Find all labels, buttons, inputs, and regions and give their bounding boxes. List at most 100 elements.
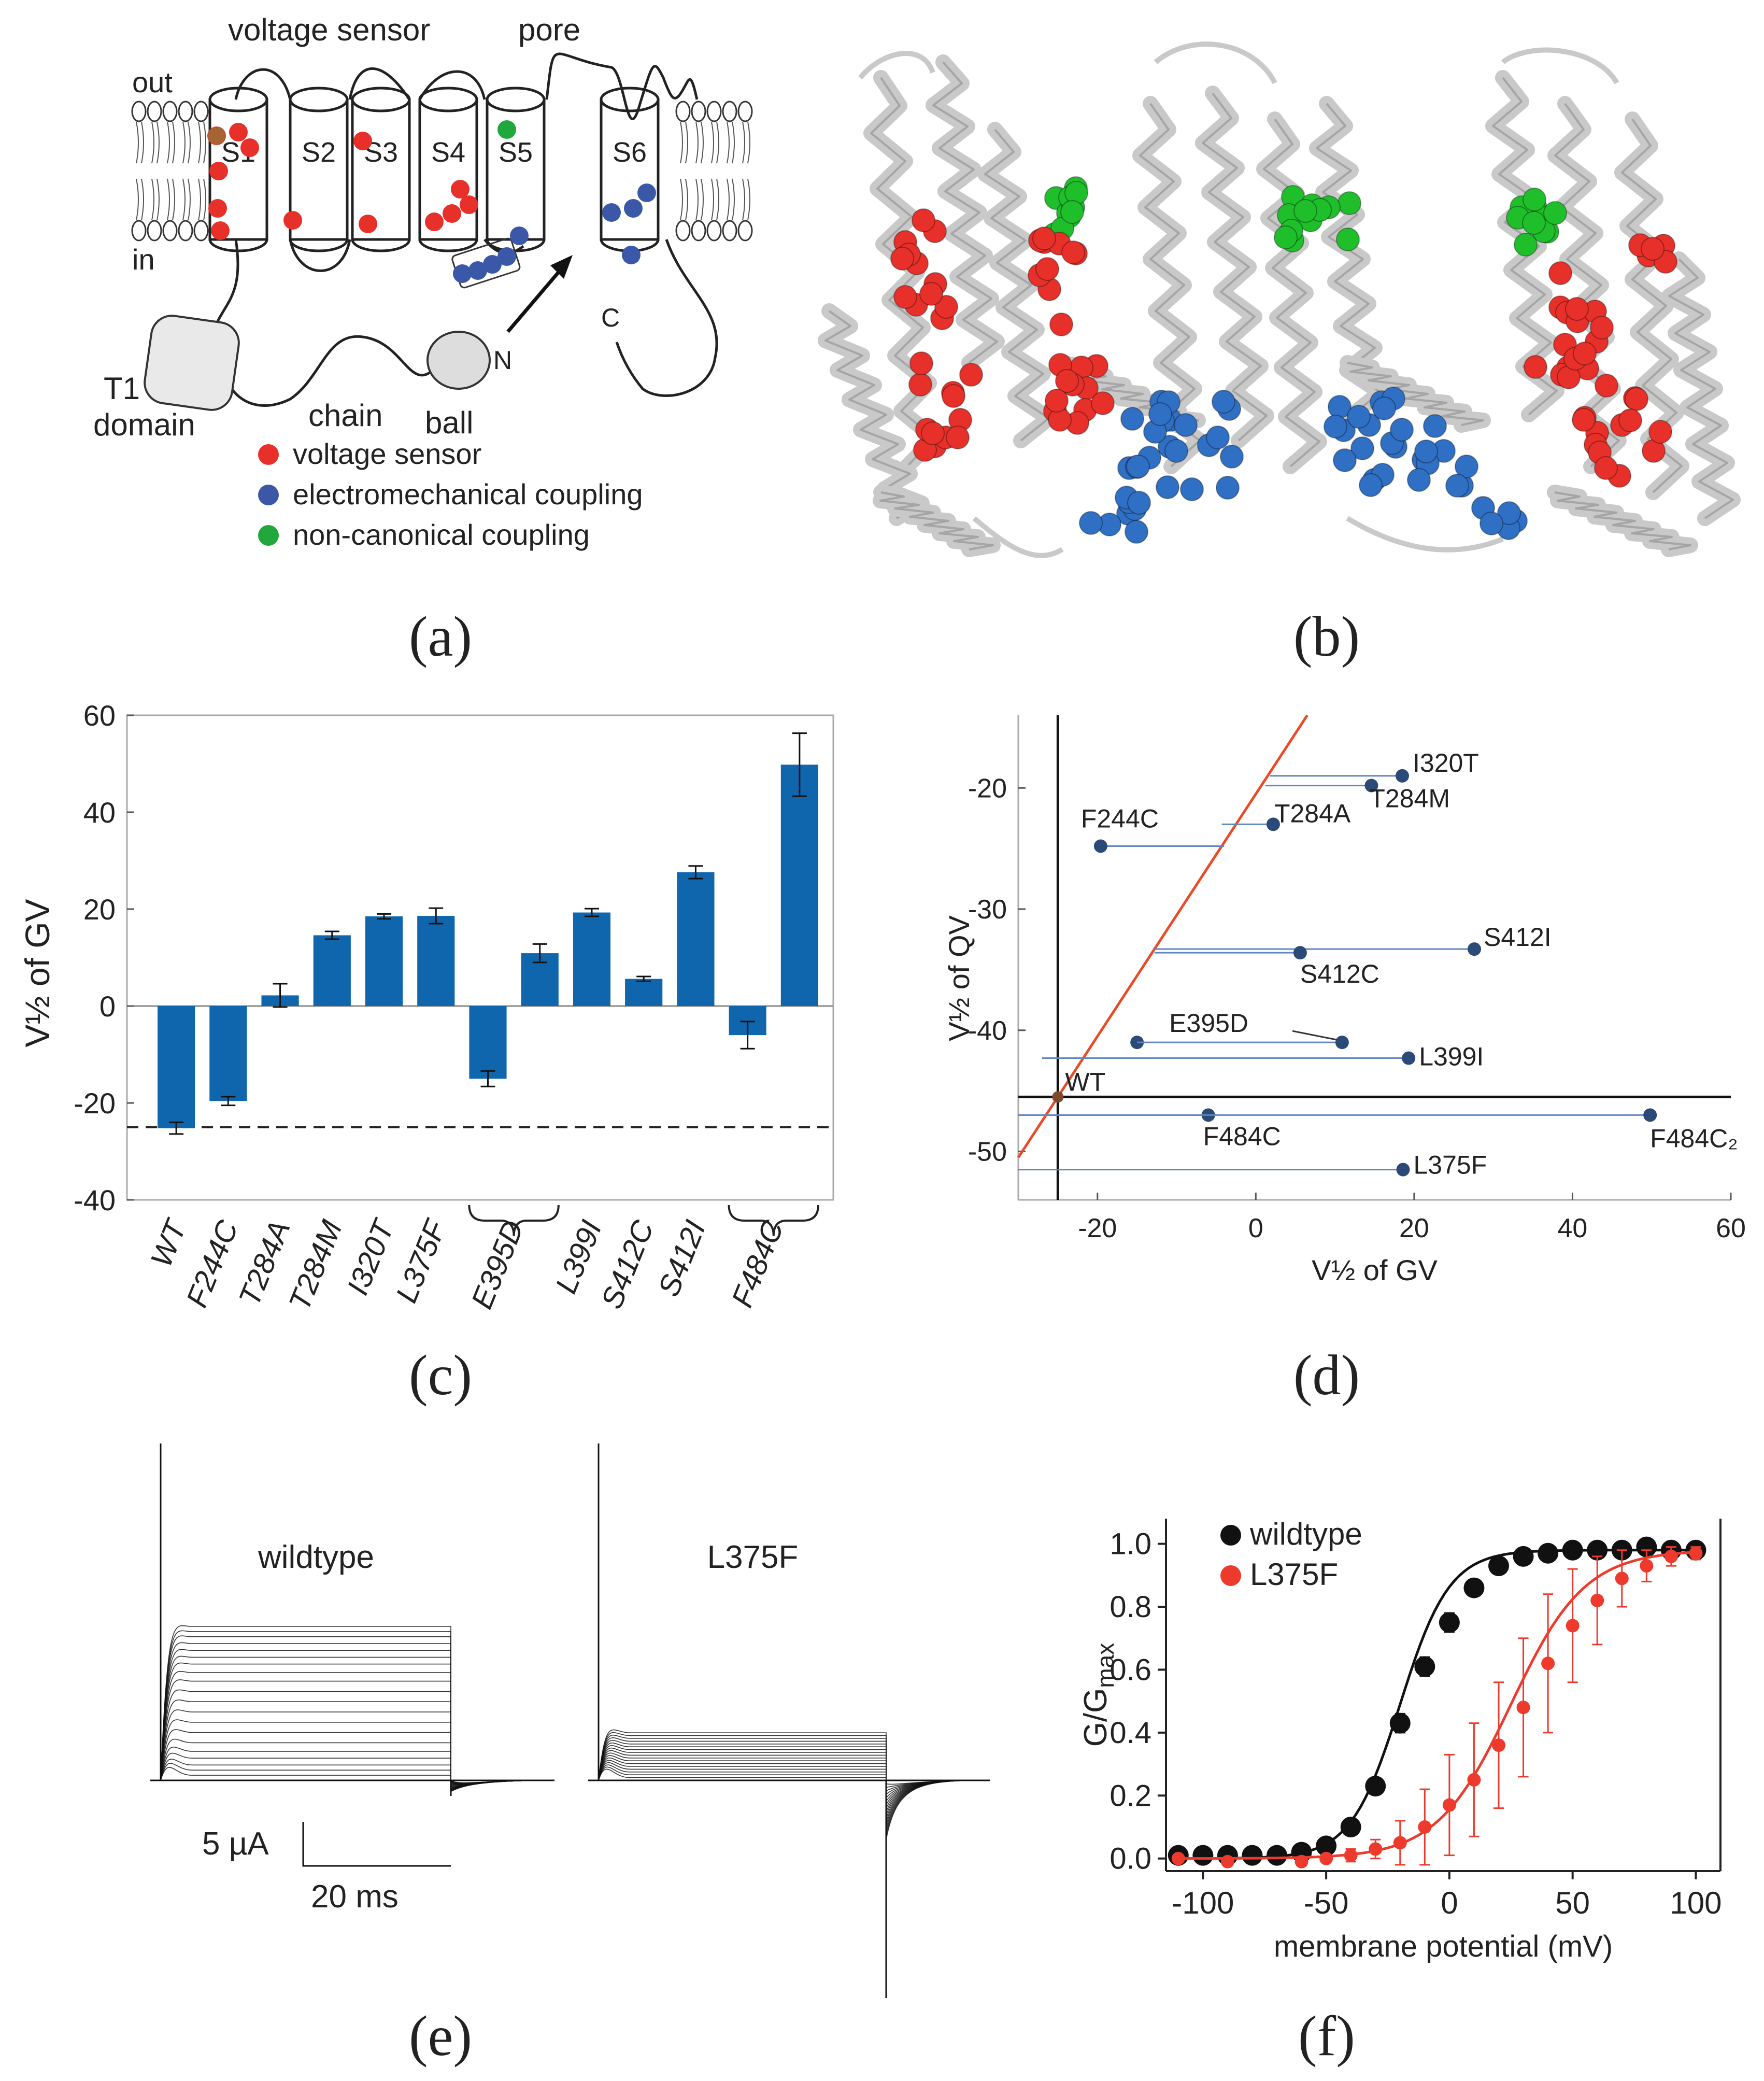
legend-residue-classes: voltage sensor electromechanical coupling… [258, 437, 643, 551]
sphere-coupling [1127, 491, 1151, 515]
y-tick-label: -30 [968, 895, 1007, 925]
y-tick-label: 0.6 [1109, 1653, 1151, 1687]
data-point [1192, 1845, 1214, 1866]
legend-swatch [1220, 1525, 1241, 1546]
sphere-voltage-sensor [908, 373, 932, 397]
inactivation-ball [426, 331, 491, 390]
sphere-noncanonical [1336, 228, 1360, 251]
label-t1: T1 [104, 371, 140, 406]
current-trace [598, 1762, 985, 1795]
x-tick-label: WT [144, 1214, 193, 1271]
sphere-voltage-sensor [942, 384, 965, 408]
point-label-f244c: F244C [1081, 804, 1159, 833]
lipid-tail [136, 121, 144, 221]
data-point [1492, 1738, 1505, 1752]
point-t284a [1266, 817, 1280, 831]
sphere-coupling [1407, 468, 1431, 492]
sphere-voltage-sensor [1035, 257, 1059, 281]
point-i320t [1395, 769, 1409, 783]
scale-bar [302, 1822, 451, 1867]
legend-swatch [258, 485, 279, 505]
residue-dot [209, 162, 228, 180]
data-point [1463, 1577, 1485, 1598]
sphere-coupling [1206, 426, 1230, 449]
lipid-tail [151, 121, 160, 221]
lipid-head [706, 101, 722, 122]
data-point [1389, 1712, 1411, 1734]
point-label-t284m: T284M [1369, 784, 1450, 813]
helix-top [486, 87, 546, 112]
residue-dot [637, 183, 656, 202]
helix-body [351, 98, 411, 241]
bar-l375f [417, 916, 455, 1006]
x-tick-label: 0 [1441, 1886, 1458, 1920]
residue-dot [353, 132, 372, 150]
data-point [1171, 1851, 1185, 1865]
label-voltage-sensor-title: voltage sensor [228, 12, 430, 47]
sphere-voltage-sensor [1055, 369, 1079, 393]
helix-label-s2: S2 [302, 137, 336, 168]
bar-s412c [625, 979, 663, 1006]
helix-bottom [418, 239, 478, 252]
arrow-to-pore [506, 260, 569, 333]
data-point [1414, 1656, 1435, 1677]
y-axis-label-main: G/G [1078, 1688, 1114, 1747]
sphere-coupling [1390, 418, 1414, 442]
legend-label-wildtype: wildtype [1249, 1517, 1362, 1551]
sphere-voltage-sensor [1648, 420, 1672, 444]
lipid-head [178, 220, 193, 242]
data-point [1640, 1559, 1654, 1573]
helix-label-s4: S4 [431, 137, 465, 168]
lipid-head [737, 101, 753, 122]
panel-label-b: (b) [1293, 605, 1360, 668]
panel-label-e: (e) [409, 2004, 472, 2068]
lipid-head [193, 220, 209, 242]
residue-dot [483, 255, 502, 274]
residue-dot [443, 204, 461, 223]
sphere-voltage-sensor [1573, 342, 1597, 365]
data-point [1467, 1773, 1481, 1787]
lipid-head [193, 101, 209, 122]
data-point [1587, 1539, 1608, 1561]
ribbon-edge [824, 310, 923, 519]
sphere-coupling [1445, 474, 1469, 498]
lipid-tail [182, 121, 191, 221]
residue-dot [425, 213, 444, 231]
lipid-head [706, 220, 722, 242]
x-tick-label: E395D [465, 1216, 531, 1314]
bar-e395d [469, 1006, 507, 1079]
panel-f-gv-curves: -100 -50 0 50 100 0.0 0.2 0.4 0.6 0.8 1.0 wildtype L… [1078, 1517, 1722, 1963]
ribbon-edge [1554, 491, 1691, 550]
legend-swatch [258, 444, 279, 465]
sphere-voltage-sensor [1565, 297, 1589, 321]
panel-a-schematic: voltage sensor pore out in S1 S2 S3 S4 S5 S6 … [93, 12, 753, 551]
boltzmann-fit [1178, 1551, 1696, 1860]
sphere-noncanonical [1338, 191, 1361, 215]
lipid-head [675, 101, 691, 122]
y-tick-label: 40 [83, 796, 116, 829]
sphere-voltage-sensor [1061, 240, 1085, 264]
ribbon-edge [932, 61, 998, 364]
lipid-head [131, 220, 147, 242]
data-point [1562, 1539, 1583, 1561]
residue-spheres [890, 176, 1677, 544]
point-label-f484c: F484C [1203, 1122, 1281, 1151]
sphere-voltage-sensor [890, 247, 914, 271]
sphere-coupling [1216, 476, 1240, 500]
helix-top [289, 87, 349, 112]
point-s412i [1468, 942, 1481, 956]
sphere-voltage-sensor [893, 285, 917, 309]
panel-e-current-traces: wildtype L375F 5 µA 20 ms [150, 1443, 990, 1998]
current-trace [598, 1760, 985, 1799]
panel-b-structure [818, 41, 1741, 575]
data-point [1267, 1845, 1287, 1866]
arrow-head [550, 255, 573, 279]
scale-bar-current: 5 µA [202, 1826, 269, 1862]
y-tick-label: 0 [99, 990, 116, 1023]
legend-label: electromechanical coupling [293, 478, 643, 511]
x-axis-label: V½ of GV [1312, 1254, 1438, 1286]
ribbon-edge [1668, 258, 1734, 519]
current-trace [598, 1729, 985, 1840]
membrane-bilayer-left [131, 101, 209, 242]
lipid-tail [711, 121, 719, 221]
